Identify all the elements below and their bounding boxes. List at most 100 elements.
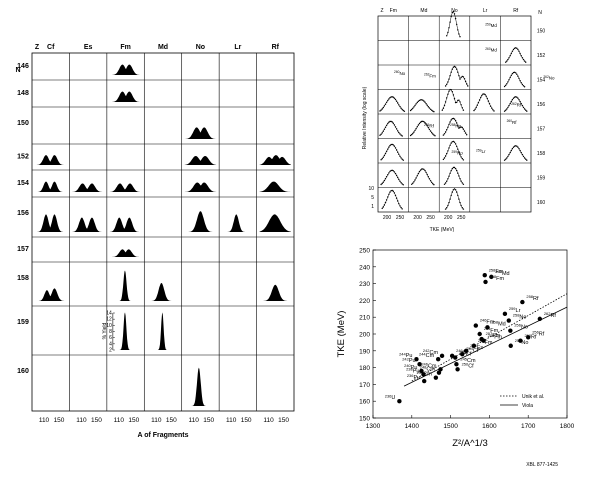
data-point-244pu — [414, 357, 419, 362]
data-label-246fm: 246Fm — [488, 333, 503, 341]
data-label-250cm: 250Cm — [417, 370, 433, 378]
tke-curve — [505, 47, 526, 63]
tke-cell-label: 260Rf — [507, 119, 518, 125]
tke-x-label: TKE (MeV) — [430, 227, 455, 233]
tke-x-tick: 250 — [396, 215, 405, 221]
tke-curve — [504, 145, 527, 161]
row-label-154: 154 — [17, 180, 29, 187]
column-header-lr: Lr — [234, 44, 241, 51]
x-tick-label: 110 — [151, 417, 162, 424]
mass-peak-156-cf — [35, 214, 67, 232]
y-tick-label: 180 — [359, 365, 370, 372]
tke-distribution-grid: Z N Fm Md No Lr Rf 150 152 154 156 157 158 159 160 200 2… — [362, 8, 555, 233]
y-tick-label: 170 — [359, 382, 370, 389]
row-label-152: 152 — [17, 153, 29, 160]
data-point-246cf — [449, 353, 455, 359]
x-tick-label: 150 — [203, 417, 214, 424]
legend-label-unik: Unik et al. — [522, 394, 544, 400]
mass-peak-159-fm — [109, 312, 142, 350]
footnote: XBL 877-1425 — [526, 462, 558, 468]
data-point-236u — [397, 399, 402, 404]
tke-curve — [410, 99, 435, 112]
y-tick-label: 160 — [359, 399, 370, 406]
column-header-cf: Cf — [47, 44, 55, 51]
x-tick-label: 150 — [128, 417, 139, 424]
x-tick-label: 110 — [76, 417, 87, 424]
data-point-253es — [463, 348, 469, 353]
mass-peak-158-fm — [109, 270, 142, 301]
tke-column-rf: Rf — [513, 8, 519, 14]
data-point-258fm — [483, 279, 488, 285]
tke-x-tick: 200 — [383, 215, 392, 221]
tke-x-tick: 200 — [444, 215, 453, 221]
column-header-no: No — [196, 44, 205, 51]
data-label-245cm: 245Cm — [460, 356, 476, 364]
data-label-244cm: 244Cm — [419, 351, 435, 359]
data-label-242cm: 242Cm — [423, 348, 439, 356]
x-tick-label: 1500 — [443, 423, 458, 430]
data-label-254fm: 254Fm — [478, 338, 493, 346]
data-label-238pu: 238Pu — [406, 366, 419, 374]
data-point-236pu — [422, 378, 427, 384]
tke-curve — [380, 144, 404, 161]
tke-cell-label: 262No — [543, 75, 555, 81]
y-tick-label: 220 — [359, 298, 370, 305]
y-tick-label: 200 — [359, 332, 370, 339]
mass-peak-154-no — [184, 182, 217, 192]
mass-peak-154-cf — [35, 181, 67, 192]
data-label-258no: 258No — [513, 313, 527, 321]
data-label-246cm: 246Cm — [421, 361, 437, 369]
data-point-238pu — [421, 372, 426, 377]
mass-peak-152-cf — [35, 155, 67, 165]
y-tick-label: 240 — [359, 264, 370, 271]
tke-curve — [504, 96, 527, 112]
data-point-258fm — [482, 273, 487, 278]
tke-row-160: 160 — [537, 200, 546, 206]
yield-tick-label: 2 — [109, 348, 112, 354]
tke-y-label: Relative Intensity (log scale) — [362, 86, 368, 149]
x-axis-label: A of Fragments — [137, 432, 188, 439]
data-point-252no — [508, 343, 513, 348]
yield-tick-label: 6 — [109, 335, 112, 341]
mass-peak-157-fm — [109, 249, 142, 257]
tke-row-150: 150 — [537, 29, 546, 35]
mass-peak-156-lr — [222, 214, 254, 232]
data-label-259lr: 259Lr — [509, 306, 521, 314]
tke-column-no: No — [451, 8, 458, 14]
data-point-248cm — [436, 370, 442, 375]
tke-x-tick: 200 — [413, 215, 422, 221]
tke-x-tick: 250 — [426, 215, 435, 221]
data-point-242pu — [417, 362, 422, 367]
data-label-246fm: 246Fm — [480, 318, 495, 326]
data-label-258fm: 258Fm — [490, 274, 505, 282]
y-tick-label: 190 — [359, 348, 370, 355]
row-label-157: 157 — [17, 246, 29, 253]
data-label-253es: 253Es — [470, 343, 483, 351]
tke-row-159: 159 — [537, 176, 546, 182]
data-label-246cf: 246Cf — [456, 348, 469, 356]
data-point-258no — [506, 318, 511, 323]
column-header-rf: Rf — [272, 44, 280, 51]
yield-tick-label: 4 — [109, 341, 112, 347]
y-axis-label: TKE (MeV) — [336, 311, 347, 358]
data-label-236pu: 236Pu — [407, 373, 420, 381]
x-tick-label: 110 — [263, 417, 274, 424]
tke-cell-label: 259No — [452, 150, 464, 156]
mass-peak-152-rf — [259, 155, 291, 165]
tke-curve — [442, 89, 464, 111]
tke-cell-label: 259Md — [485, 22, 497, 28]
mass-peak-160-no — [184, 367, 217, 406]
data-label-252cf: 252Cf — [459, 350, 472, 358]
mass-peak-148-fm — [109, 91, 142, 102]
mass-peak-158-cf — [35, 288, 67, 301]
tke-y-tick: 1 — [371, 204, 374, 210]
tke-curve — [445, 188, 464, 210]
row-label-146: 146 — [17, 63, 29, 70]
tke-curve — [443, 141, 464, 161]
data-label-258md: 258Md — [491, 319, 505, 327]
data-label-258fm: 258Fm — [489, 267, 504, 275]
tke-curve — [380, 170, 404, 185]
data-label-252no: 252No — [515, 338, 529, 346]
tke-curve — [473, 93, 495, 112]
tke-row-154: 154 — [537, 78, 546, 84]
